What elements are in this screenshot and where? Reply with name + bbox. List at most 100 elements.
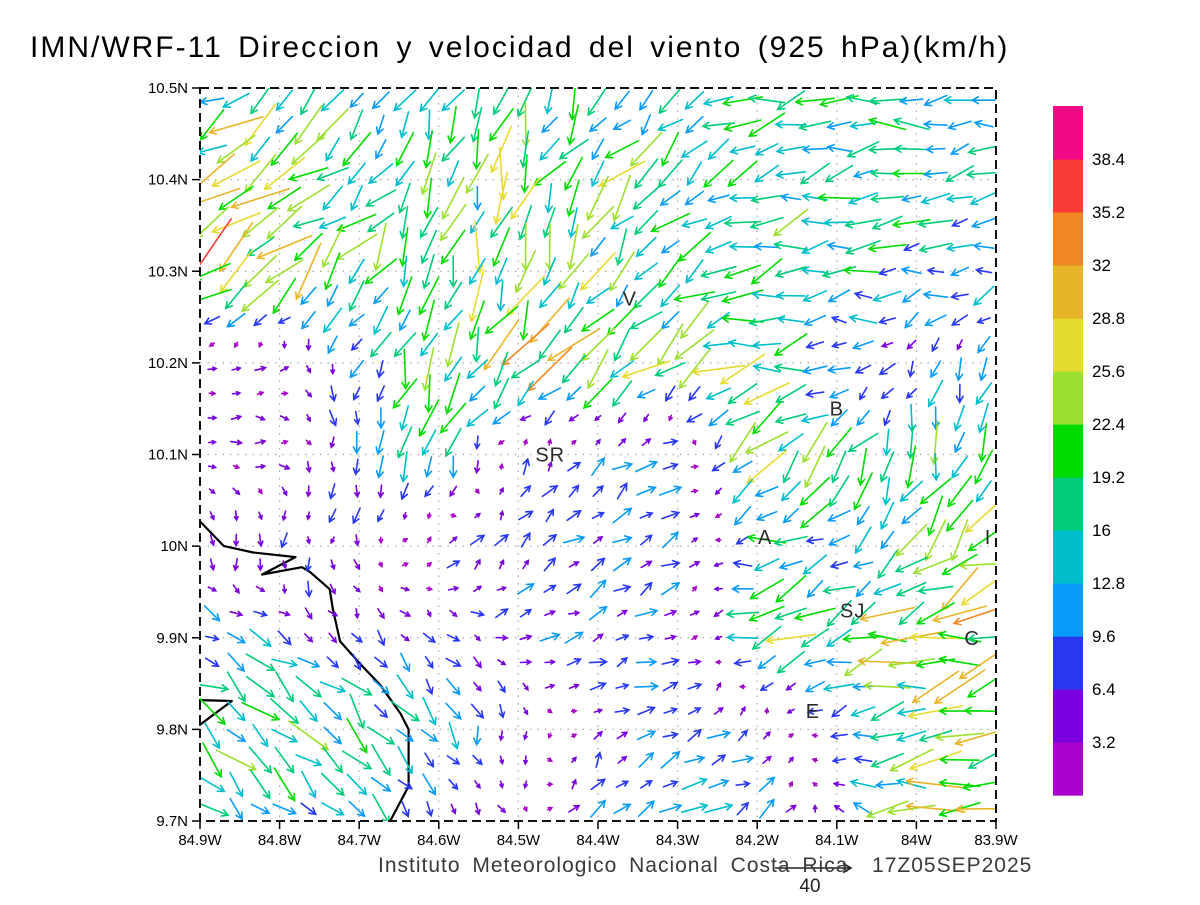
wind-arrow [824, 164, 854, 183]
wind-arrow [523, 780, 528, 790]
city-marker-label: C [964, 628, 979, 650]
wind-arrow [497, 680, 506, 694]
wind-arrow [826, 365, 851, 374]
wind-arrow [867, 117, 907, 131]
wind-arrow [571, 778, 577, 790]
wind-arrow [526, 346, 573, 392]
wind-arrow [690, 488, 699, 494]
wind-arrow [341, 750, 373, 770]
wind-arrow [588, 117, 607, 133]
wind-arrow [706, 730, 732, 739]
wind-arrow [906, 425, 915, 460]
wind-vectors [200, 88, 996, 821]
wind-arrow [931, 406, 940, 431]
wind-arrow [714, 537, 722, 543]
wind-arrow [229, 610, 244, 617]
wind-arrow [200, 108, 225, 141]
wind-arrow [399, 610, 412, 617]
wind-arrow [776, 315, 805, 324]
wind-arrow [348, 800, 366, 818]
wind-arrow [517, 88, 533, 118]
wind-arrow [510, 176, 541, 220]
wind-arrow [945, 194, 974, 203]
wind-arrow [324, 252, 341, 291]
wind-arrow [367, 726, 396, 745]
wind-arrow [523, 707, 529, 716]
colorbar-segment [1053, 530, 1083, 584]
wind-arrow [571, 733, 578, 739]
wind-arrow [938, 755, 980, 764]
wind-arrow [689, 610, 701, 616]
wind-arrow [621, 360, 671, 379]
wind-arrow [366, 212, 395, 233]
wind-arrow [794, 97, 836, 106]
wind-arrow [426, 609, 432, 618]
wind-arrow [566, 223, 579, 271]
wind-arrow [749, 578, 784, 600]
wind-arrow [207, 366, 218, 372]
wind-arrow [497, 439, 505, 445]
wind-arrow [593, 730, 604, 740]
colorbar-segment [1053, 742, 1083, 796]
wind-arrow [898, 601, 925, 626]
wind-arrow [468, 300, 485, 341]
wind-arrow [421, 347, 435, 392]
colorbar-level-label: 9.6 [1092, 627, 1116, 646]
wind-arrow [970, 217, 996, 229]
wind-arrow [802, 290, 828, 302]
wind-arrow [920, 192, 951, 205]
wind-arrow [826, 241, 852, 250]
wind-arrow [208, 342, 215, 347]
wind-arrow [484, 306, 519, 335]
wind-arrow [326, 656, 340, 669]
wind-arrow [468, 257, 486, 286]
city-marker-label: SR [535, 445, 565, 467]
wind-arrow [775, 145, 806, 155]
wind-arrow [806, 580, 824, 599]
wind-arrow [424, 752, 435, 769]
wind-arrow [965, 170, 996, 179]
axes-ticks-labels: 84.9W 84.8W 84.7W 84.6W 84.5W 84.4W 84.3W 84.2W… [148, 80, 1019, 849]
wind-arrow [687, 728, 703, 742]
wind-arrow [419, 88, 439, 113]
wind-arrow [221, 92, 250, 108]
wind-arrow [898, 96, 924, 105]
wind-arrow [777, 433, 804, 452]
wind-arrow [300, 88, 317, 116]
wind-arrow [567, 461, 582, 472]
wind-arrow [375, 429, 385, 456]
wind-arrow [825, 143, 852, 153]
wind-arrow [905, 388, 917, 399]
wind-arrow [564, 156, 584, 192]
wind-arrow [523, 438, 528, 446]
colorbar-segment [1053, 636, 1083, 690]
wind-arrow [288, 720, 330, 751]
wind-arrow [934, 732, 985, 742]
colorbar-segment [1053, 424, 1083, 478]
wind-arrow [662, 731, 680, 739]
wind-arrow [638, 751, 655, 768]
wind-arrow [889, 748, 934, 772]
wind-arrow [616, 731, 629, 740]
wind-arrow [960, 579, 996, 606]
wind-arrow [878, 267, 897, 276]
wind-arrow [773, 535, 808, 547]
wind-arrow [226, 312, 246, 328]
wind-arrow [615, 634, 630, 641]
wind-arrow [371, 91, 390, 110]
wind-arrow [336, 213, 377, 232]
wind-arrow [208, 488, 216, 495]
wind-arrow [758, 776, 776, 792]
wind-arrow [517, 380, 534, 407]
wind-arrow [352, 654, 362, 672]
wind-arrow [974, 267, 993, 275]
wind-arrow [674, 329, 715, 360]
wind-arrow [691, 635, 699, 641]
wind-arrow [654, 361, 686, 377]
wind-arrow [292, 217, 325, 229]
wind-arrow [782, 508, 799, 524]
wind-arrow [869, 732, 905, 742]
wind-arrow [245, 653, 276, 672]
wind-arrow [354, 608, 360, 620]
wind-arrow [853, 472, 873, 511]
